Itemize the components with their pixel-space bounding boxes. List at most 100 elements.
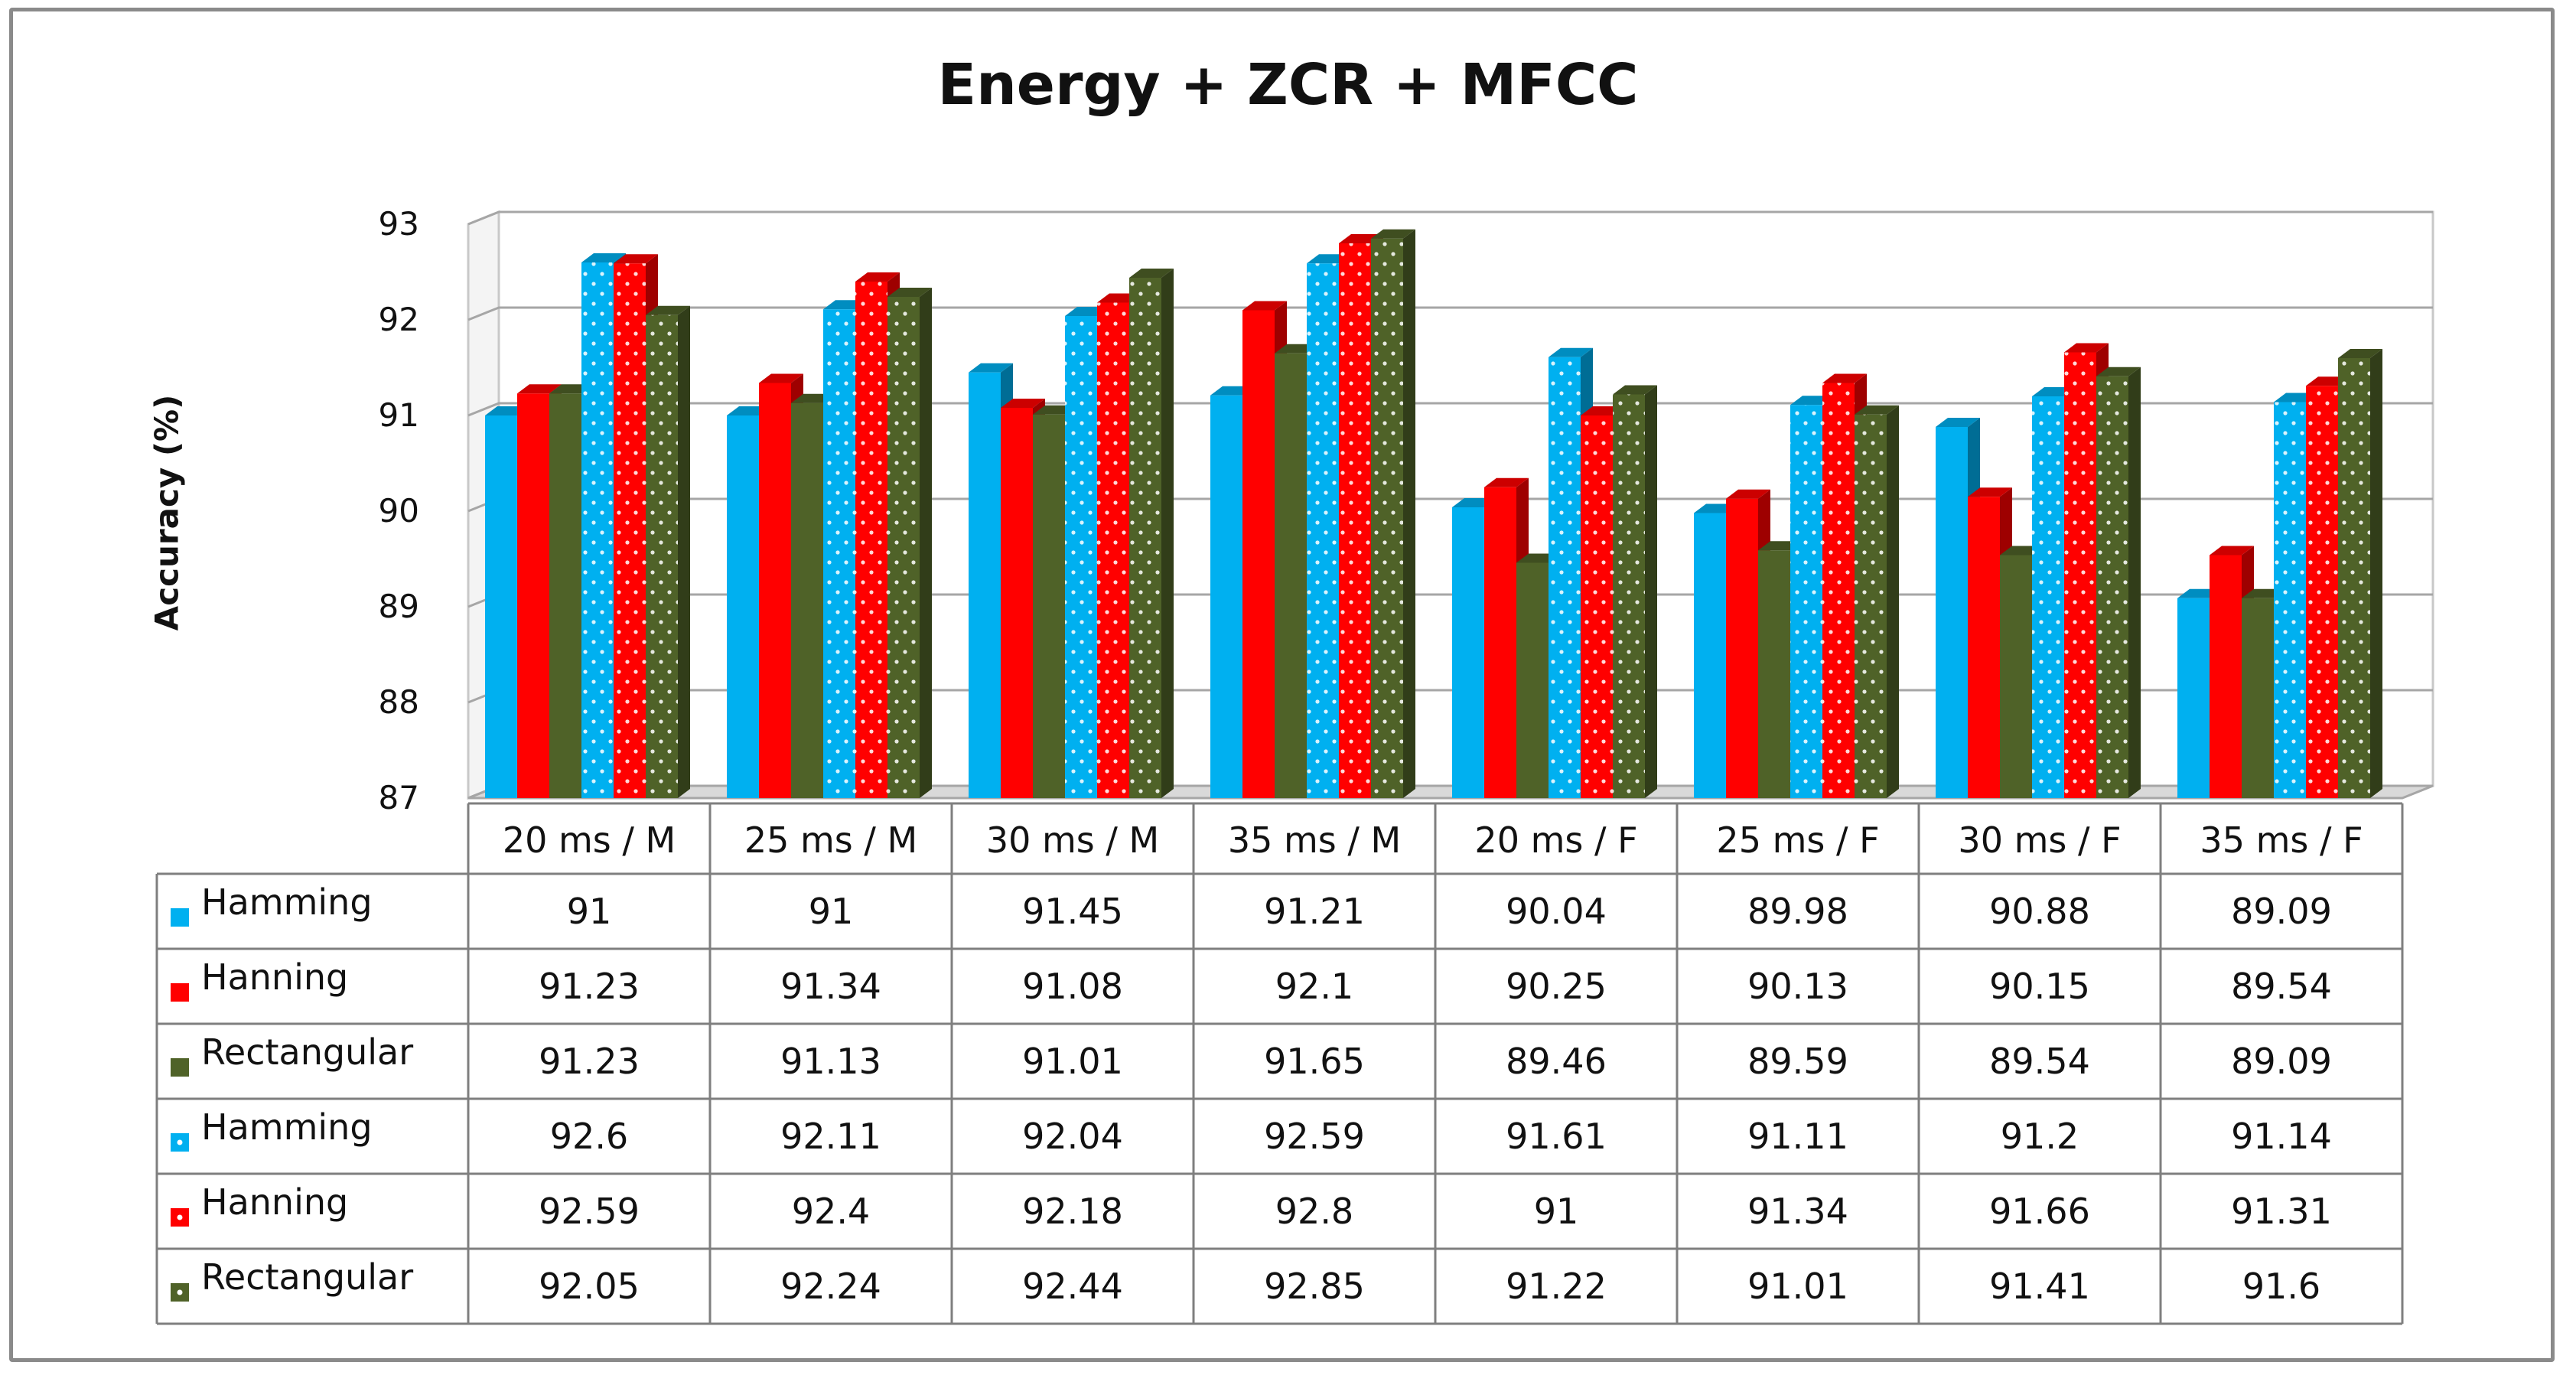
bar-top [969,363,1013,373]
bar-front [1484,487,1516,798]
bar-top [2210,546,2254,556]
bar-top [2338,349,2382,358]
bar-top [1968,487,2012,497]
bar-top [887,288,932,297]
bar-top [2096,367,2141,376]
bar-side [1403,229,1415,798]
data-label: 92.18 [1022,1191,1123,1232]
data-label: 89.09 [2231,1041,2332,1082]
legend-key [171,983,189,1002]
y-tick-label: 88 [379,683,419,721]
bar-pattern [2032,396,2064,798]
data-label: 91.23 [539,1041,640,1082]
bar-top [646,305,690,315]
x-tick-label: 30 ms / M [986,819,1159,861]
data-label: 91.23 [539,966,640,1007]
bar-front [1968,497,2000,798]
x-tick-label: 30 ms / F [1958,819,2121,861]
data-label: 91.31 [2231,1191,2332,1232]
x-tick-label: 35 ms / M [1228,819,1401,861]
data-label: 91.45 [1022,891,1123,932]
data-label: 90.88 [1989,891,2090,932]
chart-title: Energy + ZCR + MFCC [937,52,1639,118]
data-label: 91.6 [2242,1266,2320,1307]
bar-side [1645,385,1657,798]
bar-top [517,384,562,394]
legend-label: Hanning [201,1181,348,1223]
bar-side [2370,349,2382,798]
data-label: 92.59 [1264,1116,1365,1157]
data-label: 91.22 [1506,1266,1607,1307]
bar [1549,347,1593,798]
data-label: 91.14 [2231,1116,2332,1157]
data-label: 91.66 [1989,1191,2090,1232]
y-tick-label: 91 [379,396,419,434]
data-label: 92.11 [780,1116,881,1157]
legend-label: Rectangular [201,1256,413,1298]
x-tick-label: 25 ms / F [1716,819,1879,861]
y-tick-label: 87 [379,779,419,816]
bar-front [1001,408,1033,798]
bar [2306,376,2350,798]
data-label: 91 [809,891,854,932]
gridline [467,210,2433,226]
bar-top [1613,385,1657,395]
bar-top [1726,489,1770,499]
bar-pattern [581,262,614,798]
data-label: 92.05 [539,1266,640,1307]
bar-pattern [1822,383,1855,798]
bar [1371,229,1415,798]
y-tick-label: 89 [379,588,419,625]
bar-pattern [1371,238,1403,798]
bar-front [1726,498,1758,798]
data-label: 92.4 [792,1191,870,1232]
bar-front [549,393,581,798]
bar-front [1758,550,1790,798]
bar-pattern [1855,414,1887,798]
bar-pattern [2064,352,2096,798]
x-tick-label: 20 ms / F [1474,819,1637,861]
bar-pattern [855,282,887,798]
bar-pattern [823,309,855,798]
legend-label: Hamming [201,1106,373,1148]
data-label: 89.09 [2231,891,2332,932]
bar-top [1001,399,1045,408]
bar-pattern [2096,376,2128,798]
data-label: 91.34 [1747,1191,1848,1232]
bar-pattern [2274,402,2306,798]
data-label: 90.13 [1747,966,1848,1007]
bar-front [2177,598,2210,798]
bar [2096,367,2141,798]
data-label: 92.44 [1022,1266,1123,1307]
bar [887,288,932,798]
bar-side [920,288,932,798]
data-label: 90.04 [1506,891,1607,932]
bar-front [2242,598,2274,798]
bar-front [1275,353,1307,798]
data-label: 91 [567,891,612,932]
bar-top [1936,418,1980,427]
data-label: 91.34 [780,966,881,1007]
data-label: 91 [1534,1191,1579,1232]
bar-front [1516,562,1549,798]
data-label: 91.11 [1747,1116,1848,1157]
bar [1613,385,1657,798]
x-tick-label: 25 ms / M [744,819,917,861]
data-label: 92.59 [539,1191,640,1232]
data-label: 89.98 [1747,891,1848,932]
bar-top [1242,301,1287,311]
data-label: 91.21 [1264,891,1365,932]
data-label: 92.6 [550,1116,628,1157]
data-label: 89.54 [2231,966,2332,1007]
y-tick-label: 90 [379,492,419,529]
data-label: 89.54 [1989,1041,2090,1082]
data-label: 90.25 [1506,966,1607,1007]
bar-top [2064,343,2109,353]
bar-pattern [2338,358,2370,798]
legend-key-dot [177,1214,183,1220]
bar-pattern [1065,316,1097,798]
legend-key-dot [177,1139,183,1145]
bar-pattern [1129,278,1161,798]
bar-top [1129,269,1174,278]
bar-front [517,393,549,798]
